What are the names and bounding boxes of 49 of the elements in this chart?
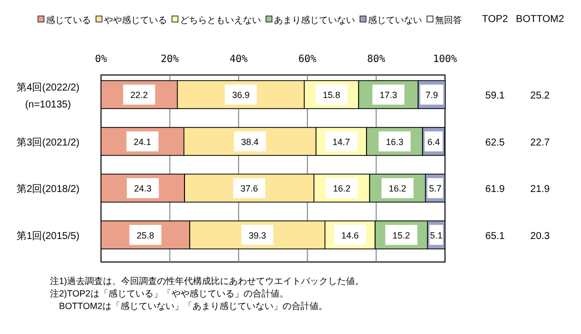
text: BOTTOM2は「感じていない」「あまり感じていない」の合計値。 xyxy=(50,301,328,311)
data-label: 15.2 xyxy=(392,230,410,240)
data-label: 38.4 xyxy=(241,136,259,147)
text: 25.2 xyxy=(530,90,550,102)
y-tick-label: 第3回(2021/2) xyxy=(16,136,80,148)
y-tick-label: 第4回(2022/2) (n=10135) xyxy=(16,82,80,111)
data-label: 25.8 xyxy=(136,230,154,240)
x-tick-label: 100% xyxy=(432,54,458,65)
legend-label: 無回答 xyxy=(435,15,462,25)
data-label: 39.3 xyxy=(248,230,266,240)
data-label: 7.9 xyxy=(426,90,438,100)
text: 22.7 xyxy=(530,137,550,148)
data-label: 36.9 xyxy=(232,90,250,100)
data-label: 14.7 xyxy=(332,136,350,147)
y-tick-label: 第2回(2018/2) xyxy=(16,183,80,196)
text: TOP2 xyxy=(482,14,508,25)
text: BOTTOM2 xyxy=(516,14,565,25)
legend-label: やや感じている xyxy=(104,15,167,25)
data-label: 16.2 xyxy=(388,184,406,194)
x-tick-label: 60% xyxy=(298,54,316,65)
data-label: 37.6 xyxy=(240,184,258,194)
x-tick-label: 20% xyxy=(160,54,179,65)
data-label: 24.3 xyxy=(134,184,152,194)
data-label: 15.8 xyxy=(322,90,340,100)
data-label: 5.1 xyxy=(430,230,442,240)
data-label: 24.1 xyxy=(134,136,152,147)
data-label: 5.7 xyxy=(428,184,442,194)
text: 注1)過去調査は、今回調査の性年代構成比にあわせてウエイトバックした値。 xyxy=(50,276,364,286)
text: 21.9 xyxy=(530,184,550,196)
text: 65.1 xyxy=(485,230,506,242)
data-label: 22.2 xyxy=(130,90,148,100)
legend-label: どちらともいえない xyxy=(180,15,261,25)
data-label: 6.4 xyxy=(427,136,440,147)
y-tick-label: 第1回(2015/5) xyxy=(16,230,80,242)
data-label: 14.6 xyxy=(341,230,359,240)
text: 20.3 xyxy=(530,230,550,242)
data-label: 16.2 xyxy=(333,184,351,194)
data-label: 16.3 xyxy=(386,136,404,147)
text: 61.9 xyxy=(485,184,506,196)
data-label: 17.3 xyxy=(380,90,398,100)
x-tick-label: 40% xyxy=(230,54,248,65)
x-tick-label: 0% xyxy=(94,54,108,65)
x-tick-label: 80% xyxy=(367,54,386,65)
legend-label: 感じている xyxy=(46,15,91,25)
legend-label: 感じていない xyxy=(368,15,422,25)
text: 62.5 xyxy=(485,137,506,148)
text: 59.1 xyxy=(485,90,506,102)
legend-label: あまり感じていない xyxy=(274,15,355,25)
text: 注2)TOP2は「感じている」「やや感じている」の合計値。 xyxy=(50,288,288,298)
